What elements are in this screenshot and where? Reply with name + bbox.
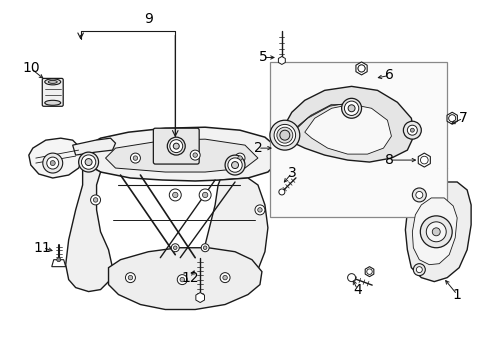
Text: 7: 7 xyxy=(458,111,467,125)
Circle shape xyxy=(193,153,197,157)
Circle shape xyxy=(357,65,364,72)
Circle shape xyxy=(169,189,181,201)
Text: 6: 6 xyxy=(384,68,393,82)
Polygon shape xyxy=(52,260,65,267)
Circle shape xyxy=(403,121,421,139)
Circle shape xyxy=(420,156,427,164)
Circle shape xyxy=(85,159,92,166)
Ellipse shape xyxy=(48,80,57,84)
Circle shape xyxy=(177,275,187,285)
Circle shape xyxy=(90,195,101,205)
Text: 9: 9 xyxy=(143,12,152,26)
Circle shape xyxy=(125,273,135,283)
Circle shape xyxy=(172,192,178,198)
Circle shape xyxy=(47,157,59,169)
Polygon shape xyxy=(446,112,456,124)
Circle shape xyxy=(276,127,292,143)
Circle shape xyxy=(279,130,289,140)
Circle shape xyxy=(169,140,183,153)
Circle shape xyxy=(201,244,209,252)
Polygon shape xyxy=(355,62,366,75)
Circle shape xyxy=(431,228,439,236)
Circle shape xyxy=(57,258,61,262)
Circle shape xyxy=(237,156,242,160)
Circle shape xyxy=(274,125,295,146)
Circle shape xyxy=(173,246,177,249)
Polygon shape xyxy=(365,267,373,276)
Circle shape xyxy=(190,150,200,160)
Circle shape xyxy=(235,153,244,163)
Circle shape xyxy=(409,128,413,132)
Circle shape xyxy=(171,244,179,252)
Circle shape xyxy=(180,277,184,282)
FancyBboxPatch shape xyxy=(153,128,199,164)
Polygon shape xyxy=(205,178,267,285)
Polygon shape xyxy=(304,104,390,154)
Circle shape xyxy=(231,162,238,168)
FancyBboxPatch shape xyxy=(42,78,63,106)
Text: 5: 5 xyxy=(258,50,267,64)
Circle shape xyxy=(412,264,425,276)
Circle shape xyxy=(202,192,207,198)
Circle shape xyxy=(426,222,446,242)
Text: 8: 8 xyxy=(384,153,393,167)
Polygon shape xyxy=(105,139,258,172)
Circle shape xyxy=(79,152,99,172)
Circle shape xyxy=(407,125,416,135)
Text: 12: 12 xyxy=(181,271,199,285)
Circle shape xyxy=(448,115,454,122)
Text: 10: 10 xyxy=(22,62,40,76)
Circle shape xyxy=(269,120,299,150)
Circle shape xyxy=(415,267,422,273)
Circle shape xyxy=(223,275,227,280)
Circle shape xyxy=(278,189,285,195)
Polygon shape xyxy=(278,57,285,64)
Circle shape xyxy=(227,158,242,172)
Circle shape xyxy=(448,115,455,122)
Circle shape xyxy=(203,246,206,249)
Circle shape xyxy=(366,269,371,274)
Circle shape xyxy=(173,143,179,149)
FancyBboxPatch shape xyxy=(269,62,447,217)
Circle shape xyxy=(167,137,185,155)
Circle shape xyxy=(347,274,355,282)
Circle shape xyxy=(224,155,244,175)
Polygon shape xyxy=(196,293,204,302)
Circle shape xyxy=(344,101,358,116)
Circle shape xyxy=(415,192,422,198)
Polygon shape xyxy=(411,198,456,265)
Circle shape xyxy=(93,198,98,202)
Polygon shape xyxy=(82,127,277,181)
Circle shape xyxy=(220,273,229,283)
Text: 1: 1 xyxy=(452,288,461,302)
Text: 3: 3 xyxy=(287,166,296,180)
Circle shape xyxy=(357,65,365,72)
Circle shape xyxy=(411,188,426,202)
Circle shape xyxy=(50,161,55,166)
Circle shape xyxy=(420,216,451,248)
Circle shape xyxy=(133,156,138,160)
Circle shape xyxy=(130,153,140,163)
Text: 11: 11 xyxy=(34,241,52,255)
Text: 2: 2 xyxy=(253,141,262,155)
Circle shape xyxy=(128,275,132,280)
Polygon shape xyxy=(281,86,413,162)
Circle shape xyxy=(199,189,211,201)
Polygon shape xyxy=(73,138,115,155)
Polygon shape xyxy=(405,182,470,282)
Circle shape xyxy=(341,98,361,118)
Circle shape xyxy=(257,208,262,212)
Text: 4: 4 xyxy=(352,283,361,297)
Ellipse shape xyxy=(45,100,61,105)
Circle shape xyxy=(81,155,96,169)
Polygon shape xyxy=(108,248,262,310)
Circle shape xyxy=(42,153,62,173)
Polygon shape xyxy=(65,162,112,292)
Circle shape xyxy=(347,105,354,112)
Polygon shape xyxy=(29,138,82,178)
Ellipse shape xyxy=(45,79,61,85)
Polygon shape xyxy=(417,153,429,167)
Circle shape xyxy=(254,205,264,215)
